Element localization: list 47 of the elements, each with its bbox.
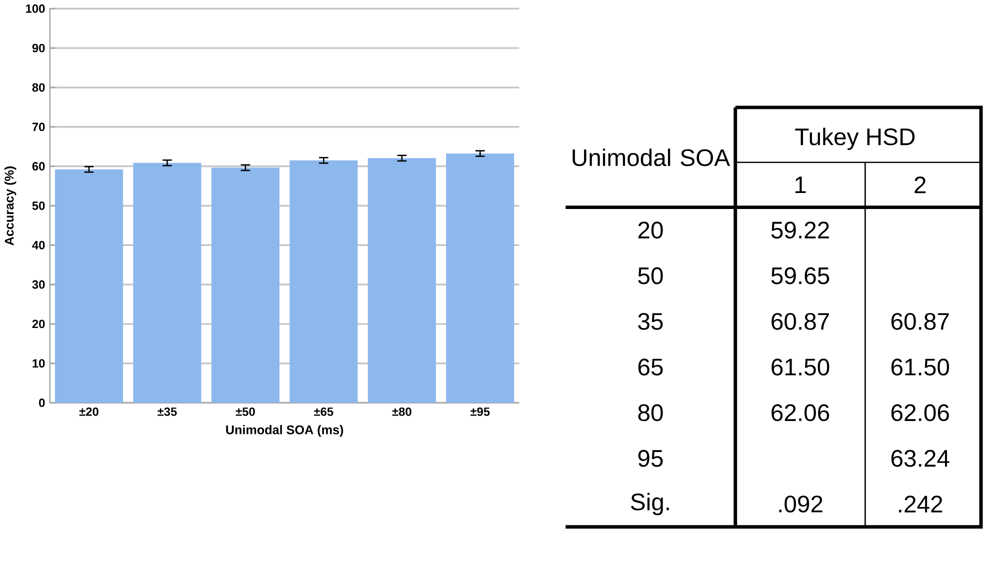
text: .242: [899, 496, 942, 512]
text: 59.22: [771, 222, 829, 239]
x-tick-label: ±35: [158, 408, 177, 416]
y-tick-label: 70: [32, 122, 45, 132]
y-tick-label: 50: [32, 202, 45, 210]
y-tick-label: 100: [26, 4, 45, 13]
x-tick-label: ±95: [470, 408, 490, 416]
text: 62.06: [772, 404, 830, 422]
y-tick-label: 60: [32, 162, 45, 171]
bar: [290, 160, 358, 403]
text: Sig.: [630, 493, 669, 516]
text: 65: [638, 358, 663, 376]
text: 35: [638, 313, 663, 330]
y-tick-label: 30: [32, 280, 45, 289]
text: 62.06: [891, 404, 949, 422]
text: 60.87: [772, 313, 829, 330]
text: 20: [638, 222, 663, 239]
text: 63.24: [891, 450, 950, 467]
y-tick-label: 0: [39, 398, 45, 408]
text: 61.50: [772, 358, 830, 376]
y-tick-label: 40: [32, 240, 45, 250]
x-axis-title: Unimodal SOA (ms): [226, 425, 344, 437]
bar: [368, 158, 436, 403]
text: 80: [638, 404, 663, 422]
text: Tukey HSD: [795, 128, 915, 150]
text: 61.50: [891, 358, 950, 376]
x-tick-label: ±65: [314, 408, 334, 416]
bar: [446, 154, 514, 403]
text: 60.87: [891, 313, 949, 330]
y-tick-label: 90: [32, 44, 45, 52]
y-axis-title: Accuracy (%): [4, 166, 16, 246]
y-tick-label: 80: [32, 83, 45, 92]
text: 50: [638, 267, 663, 284]
bar: [54, 169, 124, 403]
text: .092: [779, 496, 822, 513]
y-tick-label: 20: [32, 320, 45, 328]
x-tick-label: ±20: [79, 408, 98, 416]
bar: [133, 162, 202, 403]
text: Unimodal SOA: [572, 148, 730, 166]
bar: [211, 168, 280, 403]
x-tick-label: ±80: [392, 408, 412, 416]
text: 1: [795, 176, 806, 194]
text: 59.65: [771, 267, 830, 284]
x-tick-label: ±50: [236, 408, 255, 416]
text: 95: [638, 450, 663, 467]
text: 2: [914, 176, 926, 194]
y-tick-label: 10: [32, 359, 45, 368]
